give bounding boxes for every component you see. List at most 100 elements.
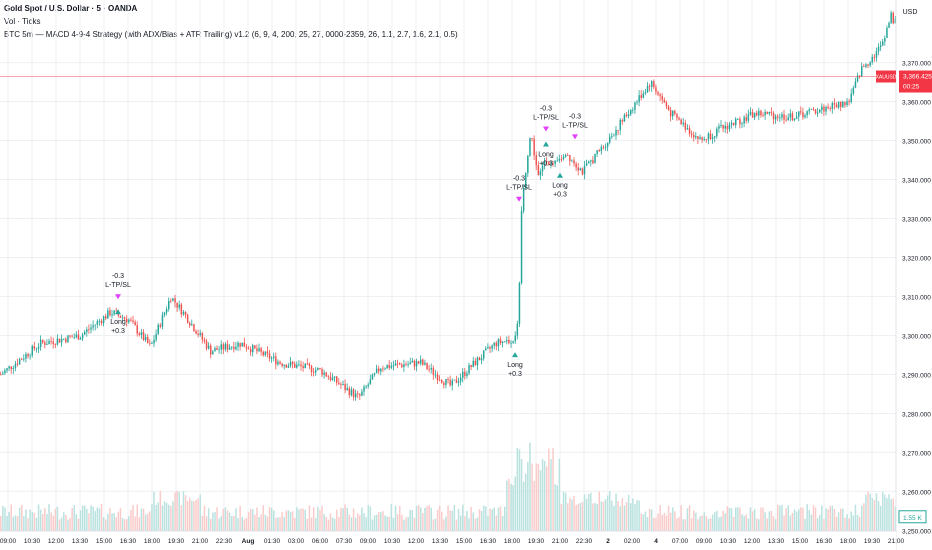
candle: [621, 120, 624, 122]
volume-bar: [359, 515, 361, 531]
volume-bar: [770, 510, 773, 531]
volume-bar: [163, 501, 166, 531]
volume-bar: [58, 519, 61, 531]
candle: [699, 137, 701, 139]
candle: [485, 348, 487, 351]
volume-bar: [837, 512, 840, 531]
candle: [25, 353, 27, 359]
volume-bar: [798, 509, 800, 531]
volume-bar: [71, 507, 73, 531]
volume-bar: [390, 504, 393, 531]
candle: [220, 344, 222, 350]
volume-bar: [126, 519, 128, 531]
candle: [697, 136, 699, 139]
candle: [231, 346, 233, 348]
candle: [571, 160, 573, 162]
candle: [56, 338, 59, 345]
time-tick-label: 16:30: [480, 538, 497, 545]
candle: [75, 334, 78, 338]
candle: [73, 337, 75, 338]
candles: [0, 10, 897, 401]
volume-bar: [304, 509, 306, 531]
volume-bar: [84, 505, 86, 531]
volume-indicator-legend[interactable]: Vol · Ticks: [4, 17, 41, 26]
volume-bar: [73, 505, 75, 531]
candle: [667, 106, 670, 110]
candle: [758, 110, 760, 116]
candle: [369, 379, 372, 385]
volume-bar: [210, 518, 212, 531]
volume-bar: [594, 502, 596, 531]
candle: [720, 124, 722, 126]
candle: [762, 115, 764, 117]
candle: [163, 312, 166, 315]
candle: [81, 334, 84, 339]
candle: [606, 142, 609, 147]
volume-bar: [100, 504, 103, 531]
exit-pnl-label: -0.3: [112, 273, 124, 280]
volume-bar: [478, 509, 481, 531]
volume-bar: [825, 508, 827, 531]
volume-bar: [174, 492, 176, 531]
volume-bar: [449, 510, 451, 531]
volume-bar: [863, 503, 865, 531]
candle: [373, 372, 376, 375]
volume-bar: [354, 517, 357, 531]
volume-bar: [627, 494, 630, 531]
volume-bar: [205, 516, 208, 531]
candle: [214, 348, 216, 352]
candle: [126, 318, 128, 323]
volume-bar: [861, 505, 863, 531]
volume-bar: [180, 505, 183, 531]
candle: [457, 381, 460, 383]
volume-bar: [852, 515, 855, 531]
candle: [329, 376, 332, 380]
volume-bar: [579, 503, 582, 531]
volume-bar: [415, 505, 418, 531]
candle: [842, 101, 844, 107]
volume-bar: [760, 507, 762, 531]
candle: [543, 161, 546, 166]
candle: [489, 347, 491, 349]
volume-bar: [8, 512, 10, 531]
candle: [879, 45, 882, 48]
candle: [121, 317, 124, 319]
candle: [58, 338, 61, 343]
trade-annotation: -0.3 L-TP/SL Long +0.3: [105, 273, 131, 335]
entry-pnl-label: +0.3: [553, 192, 567, 199]
candle: [646, 85, 649, 93]
candle: [764, 111, 766, 116]
volume-bar: [655, 517, 657, 531]
candle: [237, 342, 239, 347]
volume-bar: [875, 493, 878, 531]
time-axis[interactable]: [0, 531, 896, 550]
volume-bar: [365, 517, 367, 531]
volume-bar: [667, 505, 670, 531]
candle: [392, 365, 395, 367]
volume-bar: [105, 519, 107, 531]
candle: [130, 319, 132, 321]
volume-bar: [291, 511, 294, 531]
volume-bar: [176, 490, 178, 531]
candle: [546, 161, 548, 162]
candle: [613, 135, 615, 137]
volume-bar: [808, 509, 810, 531]
symbol-title[interactable]: Gold Spot / U.S. Dollar · 5 · OANDA: [4, 4, 138, 13]
volume-bar: [831, 505, 834, 531]
strategy-legend[interactable]: BTC 5m — MACD 4-9-4 Strategy (with ADX/B…: [4, 30, 458, 39]
volume-bar: [193, 501, 195, 531]
time-tick-label: 02:00: [624, 538, 641, 545]
candle: [522, 188, 525, 211]
volume-bar: [640, 513, 642, 531]
volume-bar: [54, 508, 57, 531]
candle: [134, 321, 136, 326]
volume-bar: [77, 518, 80, 531]
candle: [846, 101, 848, 106]
volume-bar: [342, 508, 344, 531]
volume-bar: [659, 505, 661, 531]
volume-bar: [499, 506, 502, 531]
candle: [844, 101, 846, 106]
candle: [609, 136, 611, 143]
candle: [65, 338, 67, 343]
